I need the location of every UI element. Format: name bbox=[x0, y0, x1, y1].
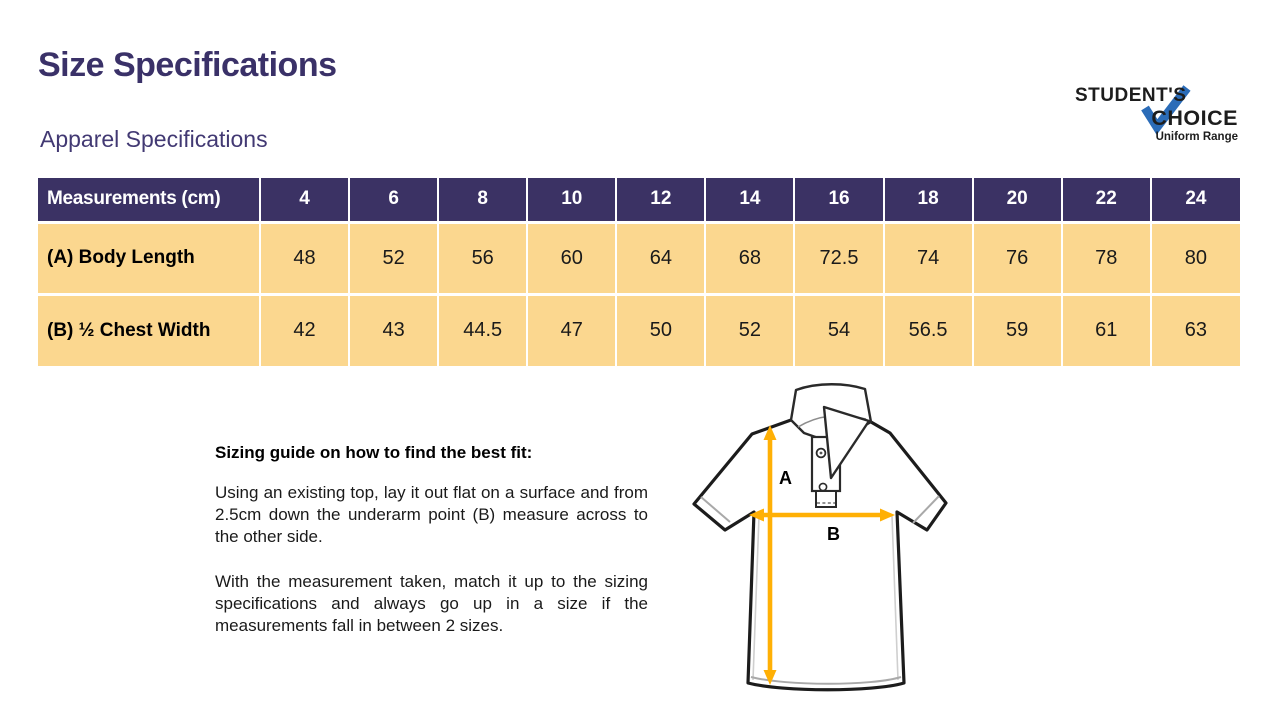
chest-width-value: 63 bbox=[1149, 292, 1240, 366]
chest-width-value: 42 bbox=[258, 292, 350, 366]
logo-text-choice: CHOICE bbox=[1151, 106, 1238, 130]
row-label-chest-width: (B) ½ Chest Width bbox=[38, 292, 260, 366]
chest-width-value: 44.5 bbox=[437, 292, 528, 366]
chest-width-value: 50 bbox=[615, 292, 706, 366]
logo-tagline: Uniform Range bbox=[1155, 131, 1238, 143]
polo-shirt-diagram: A B bbox=[692, 383, 948, 692]
arrow-b-label: B bbox=[827, 524, 840, 544]
logo-text-students: STUDENT'S bbox=[1075, 85, 1187, 106]
shirt-hem-seam bbox=[750, 676, 902, 685]
arrow-b bbox=[749, 508, 895, 522]
shirt-button-top-dot bbox=[819, 451, 823, 455]
page-subtitle: Apparel Specifications bbox=[40, 126, 268, 152]
sizing-guide-paragraph-2: With the measurement taken, match it up … bbox=[215, 572, 648, 635]
header-size-24: 24 bbox=[1149, 178, 1240, 222]
shirt-button-lower bbox=[818, 482, 828, 492]
body-length-value: 78 bbox=[1060, 220, 1151, 294]
chest-width-value: 54 bbox=[793, 292, 884, 366]
body-length-value: 74 bbox=[882, 220, 973, 294]
header-size-16: 16 bbox=[793, 178, 884, 222]
body-length-value: 80 bbox=[1149, 220, 1240, 294]
body-length-value: 76 bbox=[971, 220, 1062, 294]
size-spec-table: Measurements (cm) 4 6 8 10 12 14 16 18 2… bbox=[38, 178, 1240, 366]
header-size-18: 18 bbox=[882, 178, 973, 222]
body-length-value: 60 bbox=[526, 220, 617, 294]
chest-width-value: 43 bbox=[348, 292, 439, 366]
table-row-body-length: (A) Body Length 48 52 56 60 64 68 72.5 7… bbox=[38, 220, 1240, 294]
sizing-guide-paragraph-1: Using an existing top, lay it out flat o… bbox=[215, 483, 648, 546]
shirt-cuff-seams bbox=[700, 495, 940, 524]
shirt-side-seams bbox=[752, 515, 899, 681]
page-title: Size Specifications bbox=[38, 46, 337, 84]
body-length-value: 72.5 bbox=[793, 220, 884, 294]
header-size-12: 12 bbox=[615, 178, 706, 222]
sizing-guide: Sizing guide on how to find the best fit… bbox=[215, 443, 648, 660]
header-size-22: 22 bbox=[1060, 178, 1151, 222]
checkmark-icon bbox=[1141, 85, 1191, 135]
body-length-value: 68 bbox=[704, 220, 795, 294]
header-size-8: 8 bbox=[437, 178, 528, 222]
chest-width-value: 52 bbox=[704, 292, 795, 366]
body-length-value: 52 bbox=[348, 220, 439, 294]
header-size-20: 20 bbox=[971, 178, 1062, 222]
table-row-chest-width: (B) ½ Chest Width 42 43 44.5 47 50 52 54… bbox=[38, 292, 1240, 366]
header-size-10: 10 bbox=[526, 178, 617, 222]
chest-width-value: 59 bbox=[971, 292, 1062, 366]
body-length-value: 56 bbox=[437, 220, 528, 294]
chest-width-value: 61 bbox=[1060, 292, 1151, 366]
shirt-placket-lower bbox=[815, 490, 837, 508]
header-size-6: 6 bbox=[348, 178, 439, 222]
shirt-collar-fold bbox=[822, 405, 871, 480]
chest-width-value: 56.5 bbox=[882, 292, 973, 366]
header-size-4: 4 bbox=[258, 178, 350, 222]
chest-width-value: 47 bbox=[526, 292, 617, 366]
body-length-value: 64 bbox=[615, 220, 706, 294]
body-length-value: 48 bbox=[258, 220, 350, 294]
students-choice-logo: STUDENT'S CHOICE Uniform Range bbox=[1056, 84, 1238, 148]
header-measurements-label: Measurements (cm) bbox=[47, 188, 221, 210]
header-size-14: 14 bbox=[704, 178, 795, 222]
row-label-body-length: (A) Body Length bbox=[38, 220, 260, 294]
arrow-a bbox=[763, 425, 777, 685]
arrow-a-label: A bbox=[779, 468, 792, 488]
table-header-row: Measurements (cm) 4 6 8 10 12 14 16 18 2… bbox=[38, 178, 1240, 222]
sizing-guide-heading: Sizing guide on how to find the best fit… bbox=[215, 443, 533, 462]
